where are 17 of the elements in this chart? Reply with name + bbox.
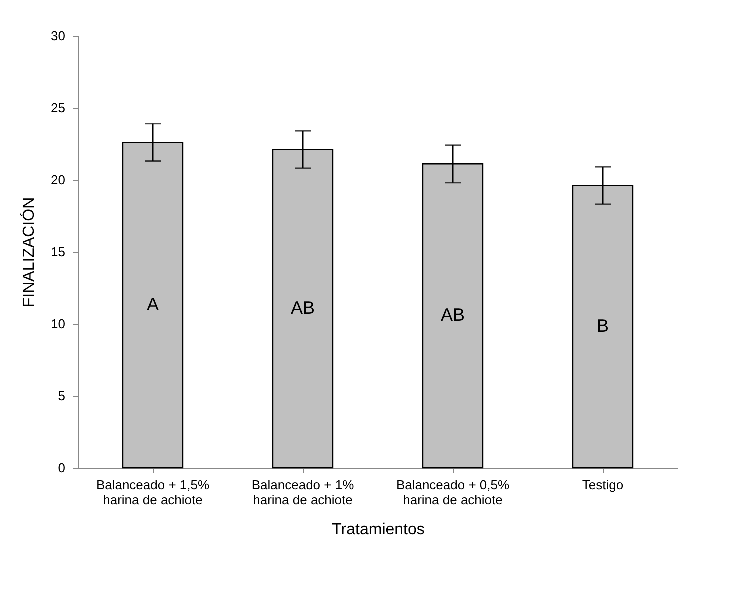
y-tick-label: 25: [51, 100, 66, 116]
annotation: AB: [290, 298, 316, 318]
annotation: AB: [440, 305, 466, 326]
x-tick-label: Balanceado + 1% harina de achiote: [252, 478, 355, 508]
y-axis-title: FINALIZACIÓN: [20, 197, 38, 308]
y-tick-label: 10: [51, 316, 66, 332]
x-tick-label: Testigo: [582, 478, 624, 492]
y-tick-label: 30: [51, 28, 66, 44]
annotation: B: [596, 316, 610, 336]
y-tick-label: 0: [58, 460, 66, 476]
y-tick-label: 5: [58, 388, 66, 404]
x-axis-title: Tratamientos: [332, 522, 425, 538]
y-tick-label: 20: [51, 172, 66, 188]
annotation: A: [146, 294, 160, 314]
y-tick-label: 15: [51, 244, 66, 260]
x-tick-label: Balanceado + 1,5% harina de achiote: [96, 478, 210, 508]
x-tick-label: Balanceado + 0,5% harina de achiote: [396, 478, 510, 508]
